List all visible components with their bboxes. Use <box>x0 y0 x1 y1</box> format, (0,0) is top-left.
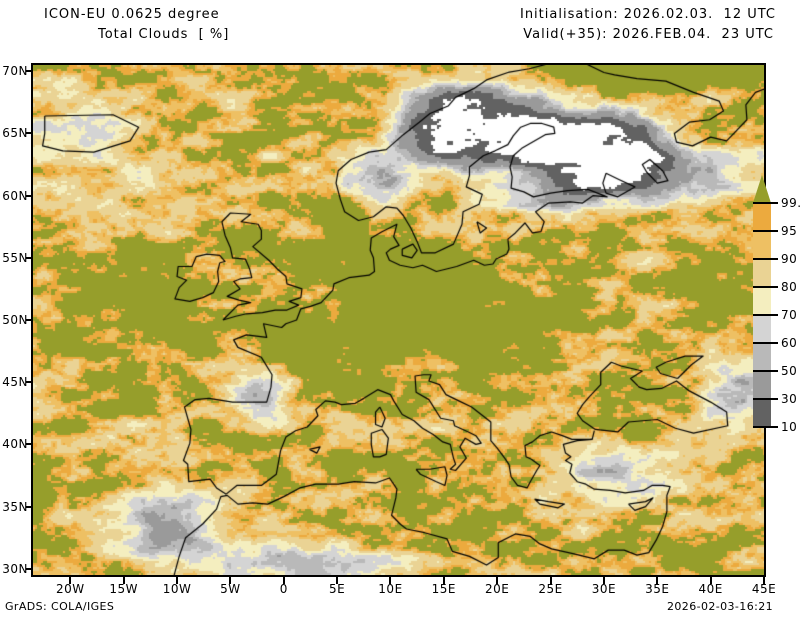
lon-label: 20W <box>56 582 85 596</box>
lat-label: 50N <box>2 313 28 327</box>
lon-tick <box>336 577 339 584</box>
cloud-field-canvas <box>33 65 764 575</box>
lon-tick <box>496 577 499 584</box>
colorbar-segment <box>753 343 771 371</box>
lat-label: 65N <box>2 126 28 141</box>
colorbar-tick <box>753 426 778 428</box>
lon-tick <box>549 577 552 584</box>
lon-label: 15E <box>431 582 457 596</box>
lon-label: 40E <box>698 582 723 596</box>
colorbar-tick <box>753 286 778 288</box>
creation-timestamp: 2026-02-03-16:21 <box>667 600 773 613</box>
colorbar-above-max-triangle <box>753 175 771 203</box>
colorbar-segment <box>753 399 771 427</box>
lon-tick <box>602 577 605 584</box>
lon-label: 45E <box>751 582 777 596</box>
colorbar-tick <box>753 314 778 316</box>
lat-tick <box>26 381 33 384</box>
colorbar-label: 50 <box>781 364 798 378</box>
lat-tick <box>26 132 33 135</box>
colorbar-label: 90 <box>781 252 798 266</box>
colorbar-tick <box>753 370 778 372</box>
lon-label: 20E <box>485 582 510 596</box>
valid-time: Valid(+35): 2026.FEB.04. 23 UTC <box>523 27 774 42</box>
colorbar-tick <box>753 342 778 344</box>
lon-tick <box>656 577 659 584</box>
lon-label: 5E <box>329 582 346 596</box>
colorbar-tick <box>753 258 778 260</box>
lat-tick <box>26 443 33 446</box>
lat-tick <box>26 194 33 197</box>
colorbar-label: 99.5 <box>781 196 800 210</box>
lat-label: 70N <box>2 64 28 79</box>
colorbar-segment <box>753 231 771 259</box>
lat-tick <box>26 567 33 570</box>
colorbar-label: 10 <box>781 420 798 434</box>
colorbar-tick <box>753 230 778 232</box>
lon-label: 10W <box>162 582 192 596</box>
lat-label: 35N <box>2 499 28 514</box>
lon-label: 35E <box>645 582 670 596</box>
lon-label: 10E <box>378 582 403 596</box>
lon-label: 25E <box>538 582 563 596</box>
colorbar-segment <box>753 315 771 343</box>
lon-tick <box>709 577 712 584</box>
map-frame <box>31 63 766 577</box>
model-title: ICON-EU 0.0625 degree <box>44 7 220 22</box>
colorbar-segment <box>753 287 771 315</box>
lat-label: 30N <box>2 561 28 576</box>
colorbar-segment <box>753 203 771 231</box>
initialisation-time: Initialisation: 2026.02.03. 12 UTC <box>519 7 776 22</box>
colorbar-tick <box>753 202 778 204</box>
colorbar-label: 80 <box>781 280 798 294</box>
lat-tick <box>26 70 33 73</box>
colorbar-label: 95 <box>781 224 798 238</box>
colorbar-label: 30 <box>781 392 798 406</box>
lat-label: 55N <box>2 250 28 265</box>
lat-label: 40N <box>2 437 28 452</box>
lon-tick <box>282 577 285 584</box>
colorbar-segment <box>753 259 771 287</box>
colorbar-label: 70 <box>781 308 798 322</box>
lon-tick <box>763 577 765 584</box>
lon-tick <box>176 577 179 584</box>
grads-credit: GrADS: COLA/IGES <box>5 600 115 613</box>
lat-tick <box>26 256 33 259</box>
colorbar-tick <box>753 398 778 400</box>
lon-tick <box>442 577 445 584</box>
colorbar-segment <box>753 371 771 399</box>
lat-tick <box>26 505 33 508</box>
lat-label: 45N <box>2 375 28 390</box>
lat-label: 60N <box>2 188 28 203</box>
lon-label: 15W <box>109 582 139 596</box>
variable-title: Total Clouds [ %] <box>98 27 230 42</box>
lon-label: 5W <box>220 582 241 596</box>
lon-tick <box>69 577 72 584</box>
lon-label: 0 <box>279 582 288 596</box>
lon-tick <box>122 577 125 584</box>
colorbar-label: 60 <box>781 336 798 350</box>
lon-tick <box>389 577 392 584</box>
lat-tick <box>26 319 33 321</box>
lon-label: 30E <box>591 582 617 596</box>
lon-tick <box>229 577 232 584</box>
